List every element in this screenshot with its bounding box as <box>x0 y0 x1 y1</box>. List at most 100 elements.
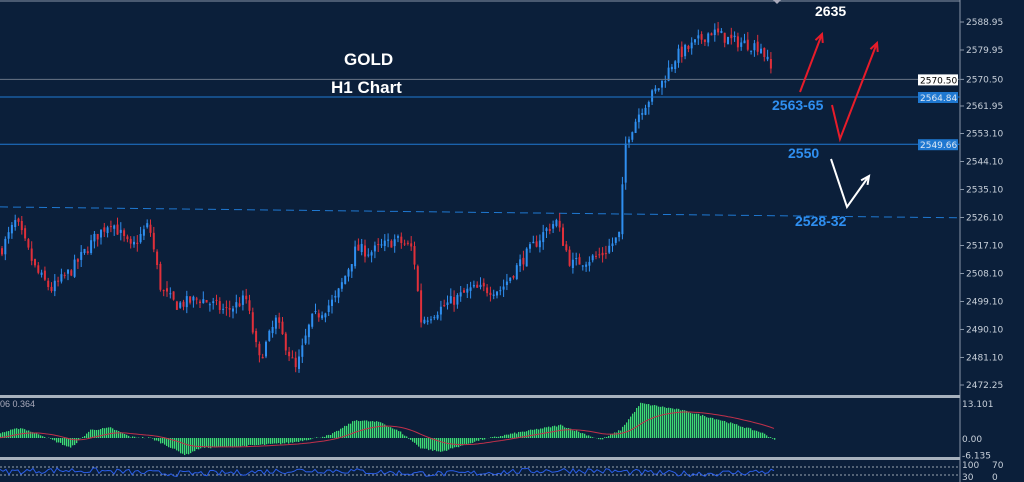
candle-body <box>47 280 50 288</box>
macd-bar <box>744 428 746 438</box>
macd-bar <box>612 433 614 438</box>
candle-body <box>232 308 234 312</box>
macd-bar <box>92 429 94 438</box>
candle-body <box>166 288 168 292</box>
macd-bar <box>724 420 726 438</box>
candle-body <box>717 28 720 33</box>
macd-bar <box>680 410 682 438</box>
candle-body <box>568 249 571 266</box>
macd-bar <box>266 438 268 445</box>
candle-body <box>317 313 320 318</box>
candle-body <box>390 240 393 248</box>
macd-bar <box>770 437 772 438</box>
macd-bar <box>168 438 170 448</box>
macd-bar <box>496 436 498 438</box>
candle-body <box>17 218 20 222</box>
macd-bar <box>202 438 204 448</box>
macd-bar <box>540 428 542 438</box>
candle-body <box>152 232 155 250</box>
macd-bar <box>358 421 360 438</box>
candle-body <box>377 244 380 246</box>
macd-bar <box>170 438 172 448</box>
macd-bar <box>346 425 348 438</box>
chart-subtitle: H1 Chart <box>331 78 402 97</box>
level-label-2563-65: 2563-65 <box>772 97 824 113</box>
candle-body <box>519 259 522 267</box>
macd-bar <box>152 438 154 439</box>
candle-body <box>271 326 274 334</box>
candle-body <box>96 233 99 240</box>
candle-body <box>413 246 416 265</box>
macd-bar <box>386 425 388 438</box>
macd-bar <box>66 438 68 447</box>
candle-body <box>106 227 109 234</box>
macd-bar <box>526 431 528 438</box>
candle-body <box>509 277 512 281</box>
macd-bar <box>434 438 436 451</box>
candle-body <box>202 299 205 304</box>
macd-bar <box>586 435 588 438</box>
macd-bar <box>196 438 198 450</box>
candle-body <box>697 35 700 39</box>
price-tick-label: 2499.10 <box>966 297 1003 307</box>
candle-body <box>284 333 287 351</box>
macd-bar <box>350 423 352 438</box>
macd-bar <box>10 429 12 438</box>
macd-bar <box>246 438 248 447</box>
macd-bar <box>528 430 530 438</box>
macd-bar <box>148 437 150 438</box>
candle-body <box>175 301 178 310</box>
macd-bar <box>304 438 306 441</box>
arrow-up-icon <box>799 33 823 93</box>
macd-bar <box>616 432 618 438</box>
macd-bar <box>712 417 714 438</box>
price-tick-label: 2588.95 <box>966 18 1003 28</box>
candle-body <box>119 229 122 233</box>
macd-bar <box>758 431 760 438</box>
macd-bar <box>102 428 104 438</box>
macd-bar <box>208 438 210 448</box>
macd-bar <box>692 413 694 438</box>
macd-bar <box>244 438 246 446</box>
macd-bar <box>482 438 484 440</box>
candle-body <box>529 244 531 249</box>
macd-bar <box>734 423 736 438</box>
macd-bar <box>470 438 472 444</box>
candle-body <box>486 287 489 294</box>
macd-bar <box>558 425 560 438</box>
panel-separator <box>0 457 960 460</box>
macd-bar <box>84 435 86 438</box>
macd-bar <box>264 438 266 445</box>
macd-bar <box>452 438 454 449</box>
candle-body <box>532 241 535 244</box>
macd-bar <box>96 430 98 438</box>
macd-bar <box>390 427 392 438</box>
macd-bar <box>762 432 764 438</box>
candle-body <box>189 296 192 303</box>
macd-bar <box>120 432 122 438</box>
candle-body <box>631 132 634 140</box>
macd-bar <box>20 428 22 438</box>
macd-bar <box>306 438 308 441</box>
candle-body <box>109 226 112 228</box>
candle-body <box>723 32 726 43</box>
candle-body <box>133 241 135 245</box>
macd-bar <box>464 438 466 444</box>
macd-bar <box>204 438 206 448</box>
candle-body <box>248 300 251 311</box>
macd-bar <box>162 438 164 444</box>
candle-body <box>139 233 142 243</box>
macd-bar <box>32 432 34 438</box>
macd-bar <box>322 436 324 438</box>
candle-body <box>496 291 498 296</box>
candle-body <box>63 274 66 276</box>
price-tick-label: 2490.10 <box>966 325 1003 335</box>
macd-bar <box>676 408 678 438</box>
price-tick-label: 2570.50 <box>966 75 1003 85</box>
candle-body <box>684 44 687 57</box>
macd-bar <box>236 438 238 448</box>
price-tick-label: 2472.25 <box>966 381 1003 391</box>
macd-bar <box>690 412 692 438</box>
candle-body <box>476 284 479 288</box>
candle-body <box>304 335 307 344</box>
